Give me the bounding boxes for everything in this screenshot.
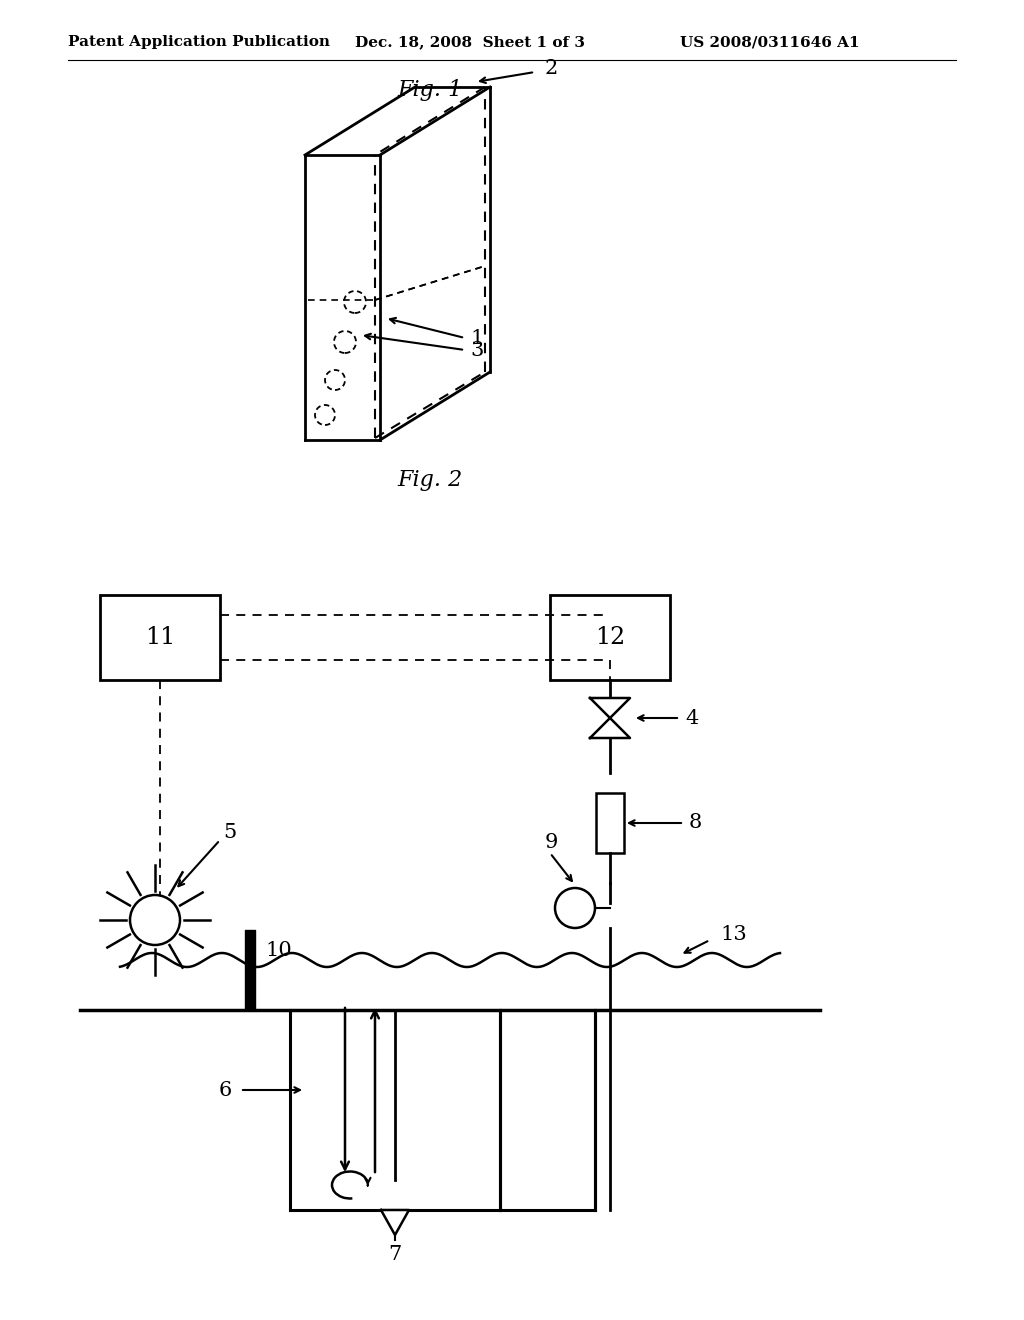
Circle shape xyxy=(130,895,180,945)
Text: 13: 13 xyxy=(720,925,746,945)
Text: 6: 6 xyxy=(219,1081,232,1100)
Text: 11: 11 xyxy=(144,626,175,649)
Text: 2: 2 xyxy=(545,59,558,78)
Bar xyxy=(596,793,624,853)
Text: Patent Application Publication: Patent Application Publication xyxy=(68,36,330,49)
Text: Dec. 18, 2008  Sheet 1 of 3: Dec. 18, 2008 Sheet 1 of 3 xyxy=(355,36,585,49)
Polygon shape xyxy=(590,718,630,738)
Bar xyxy=(100,595,220,680)
Polygon shape xyxy=(381,1210,409,1236)
Bar xyxy=(550,595,670,680)
Text: 9: 9 xyxy=(545,833,558,853)
Polygon shape xyxy=(590,698,630,718)
Text: 7: 7 xyxy=(388,1246,401,1265)
Text: US 2008/0311646 A1: US 2008/0311646 A1 xyxy=(680,36,859,49)
Text: 5: 5 xyxy=(223,822,237,842)
Text: Fig. 2: Fig. 2 xyxy=(397,469,463,491)
Text: 12: 12 xyxy=(595,626,625,649)
Text: 4: 4 xyxy=(685,709,698,727)
Text: 1: 1 xyxy=(470,329,483,347)
Text: 3: 3 xyxy=(470,341,483,359)
Text: 10: 10 xyxy=(265,940,292,960)
Text: 8: 8 xyxy=(689,813,702,833)
Text: Fig. 1: Fig. 1 xyxy=(397,79,463,102)
